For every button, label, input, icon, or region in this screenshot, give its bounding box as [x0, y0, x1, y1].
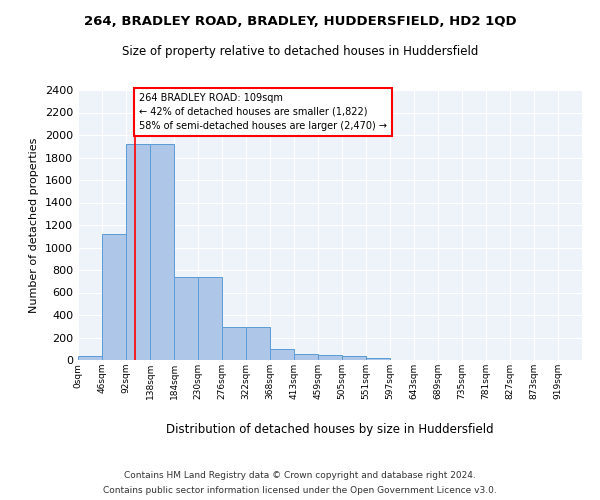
- Bar: [102, 234, 126, 360]
- Bar: [318, 355, 342, 360]
- Bar: [222, 327, 246, 360]
- Text: Distribution of detached houses by size in Huddersfield: Distribution of detached houses by size …: [166, 422, 494, 436]
- Bar: [270, 349, 294, 360]
- Text: 264, BRADLEY ROAD, BRADLEY, HUDDERSFIELD, HD2 1QD: 264, BRADLEY ROAD, BRADLEY, HUDDERSFIELD…: [83, 15, 517, 28]
- Bar: [246, 327, 270, 360]
- Bar: [126, 144, 150, 360]
- Text: Size of property relative to detached houses in Huddersfield: Size of property relative to detached ho…: [122, 45, 478, 58]
- Y-axis label: Number of detached properties: Number of detached properties: [29, 138, 40, 312]
- Bar: [174, 277, 198, 360]
- Bar: [150, 144, 174, 360]
- Bar: [366, 358, 390, 360]
- Bar: [342, 356, 366, 360]
- Text: 264 BRADLEY ROAD: 109sqm
← 42% of detached houses are smaller (1,822)
58% of sem: 264 BRADLEY ROAD: 109sqm ← 42% of detach…: [139, 92, 387, 130]
- Bar: [294, 354, 318, 360]
- Text: Contains public sector information licensed under the Open Government Licence v3: Contains public sector information licen…: [103, 486, 497, 495]
- Bar: [78, 356, 102, 360]
- Bar: [198, 277, 222, 360]
- Text: Contains HM Land Registry data © Crown copyright and database right 2024.: Contains HM Land Registry data © Crown c…: [124, 471, 476, 480]
